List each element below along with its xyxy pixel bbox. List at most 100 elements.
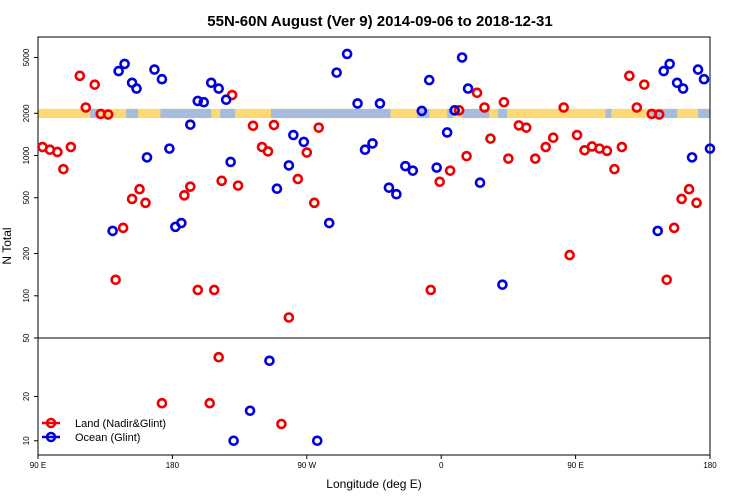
land-point [232,180,244,191]
land-point [601,145,613,157]
ocean-point [383,182,395,193]
land-series [37,70,702,430]
ocean-point [311,435,323,447]
land-point [653,109,665,120]
ocean-point [462,83,474,94]
land-point [292,173,304,185]
land-point [485,133,496,144]
ocean-point [704,143,716,154]
x-tick-label: 180 [703,461,717,470]
ocean-point [156,73,168,85]
legend-land-label: Land (Nadir&Glint) [75,418,166,430]
ocean-point [449,105,460,116]
y-tick-label: 500 [22,191,31,205]
ocean-point [652,225,664,237]
ocean-point [298,136,310,148]
land-point [192,284,204,296]
band-ocean-segment [90,108,100,119]
land-point [571,129,583,141]
land-point [80,102,92,113]
land-point [609,163,620,175]
band-ocean-segment [270,108,391,119]
legend: Land (Nadir&Glint) Ocean (Glint) [42,417,166,444]
land-point [283,312,295,323]
x-tick-label: 0 [439,461,444,470]
y-axis: 100 200 500 1000 2000 5000 10 20 50 [22,48,38,445]
x-tick-label: 90 E [30,461,46,470]
y-tick-label: 200 [22,246,31,260]
ocean-point [220,94,232,106]
land-point [668,222,680,234]
x-axis-label: Longitude (deg E) [326,477,421,491]
ocean-point [391,188,402,200]
ocean-point [323,217,335,229]
land-point [616,141,628,153]
ocean-point [441,127,453,138]
ocean-point [692,64,704,75]
ocean-point [213,83,224,94]
band-ocean-segment [605,108,612,119]
x-tick-label: 90 E [567,461,583,470]
land-point [661,274,672,286]
land-point [564,249,575,261]
ocean-point [283,160,295,171]
land-point [471,87,483,99]
land-point [134,183,145,195]
land-point [313,122,325,133]
land-point [558,102,569,113]
land-point [631,102,643,113]
ocean-point [341,48,353,60]
land-point [89,79,101,90]
ocean-point [228,435,239,447]
land-point [461,150,472,162]
land-point [102,109,114,120]
land-point [521,122,532,133]
land-point [58,163,69,175]
band-ocean-segment [497,108,507,119]
legend-ocean-marker [45,431,57,443]
land-point [425,284,437,296]
land-point [208,284,220,296]
y-axis-label: N Total [0,227,14,264]
ocean-point [288,129,299,141]
land-point [247,120,259,132]
land-point [547,132,559,144]
band-ocean-segment [220,108,236,119]
ocean-point [225,156,236,168]
ocean-point [698,73,710,85]
ocean-point [416,105,428,117]
land-point [638,79,650,90]
ocean-point [456,52,468,63]
y-tick-label: 100 [22,289,31,303]
y-tick-label: 1000 [22,146,31,164]
land-point [276,418,287,430]
ocean-point [431,162,443,173]
band-ocean-segment [160,108,212,119]
ocean-point [198,96,210,108]
x-tick-label: 90 W [297,461,316,470]
y-tick-label: 10 [22,436,31,445]
y-tick-label: 50 [22,333,31,342]
ocean-point [407,165,419,176]
land-point [52,146,63,158]
y-tick-label: 5000 [22,48,31,66]
land-point [479,102,490,113]
legend-land-marker [45,417,57,429]
land-point [540,141,552,153]
land-point [434,176,446,188]
land-point [503,153,514,164]
ocean-point [664,58,675,70]
land-point [126,193,138,205]
band-ocean-segment [698,108,710,119]
land-point [216,175,227,187]
ocean-point [331,67,342,78]
land-point [185,181,196,192]
ocean-point [686,152,698,163]
land-point [453,105,465,116]
ocean-series [107,48,716,447]
ocean-point [658,65,670,77]
land-point [213,351,224,363]
ocean-point [400,160,411,172]
land-point [156,397,168,409]
